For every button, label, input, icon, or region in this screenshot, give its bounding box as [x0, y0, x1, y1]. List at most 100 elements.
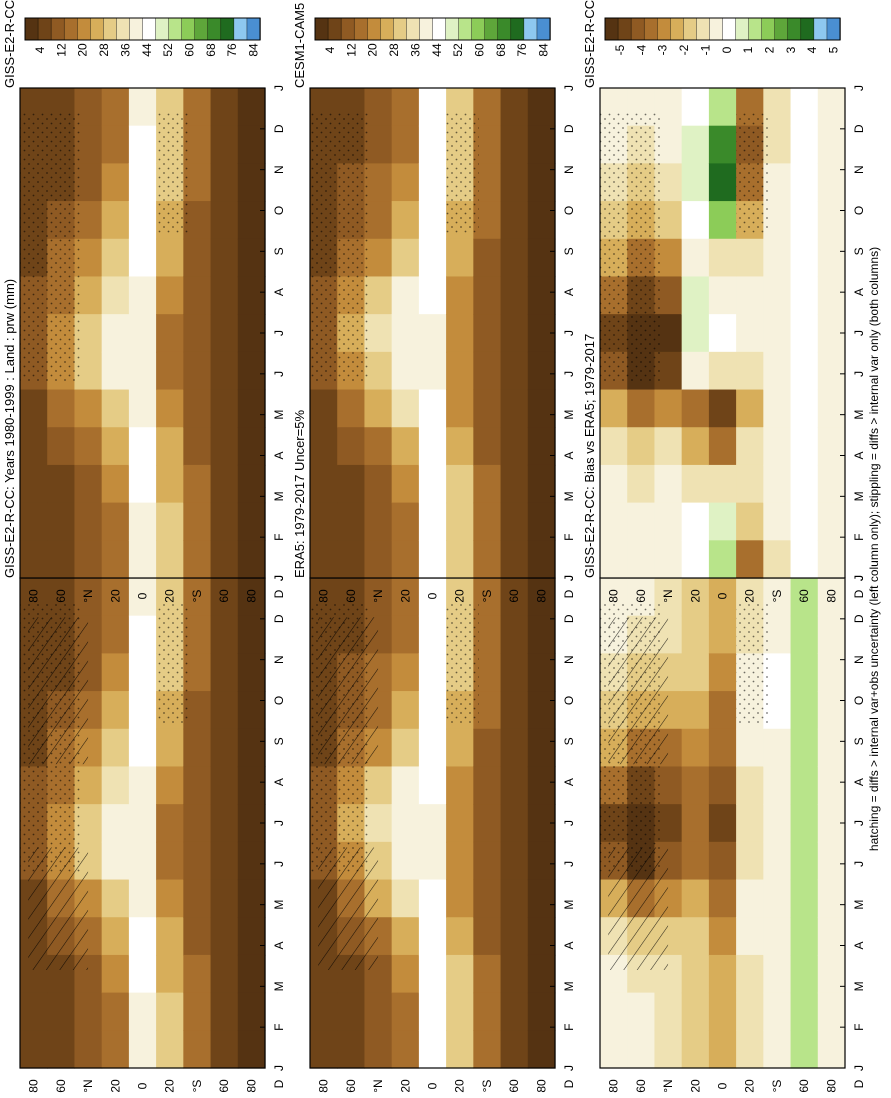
heatmap-cell: [391, 804, 420, 843]
heatmap-cell: [681, 615, 710, 654]
heatmap-cell: [708, 88, 737, 127]
lat-tick-label: 60: [507, 589, 521, 603]
month-tick-label: M: [852, 981, 866, 991]
heatmap-cell: [473, 502, 502, 541]
heatmap-cell: [500, 163, 529, 202]
heatmap-cell: [418, 653, 447, 692]
colorbar-tick-label: 2: [763, 46, 777, 53]
heatmap-cell: [500, 578, 529, 617]
heatmap-cell: [681, 88, 710, 127]
heatmap-cell: [600, 540, 628, 579]
heatmap-cell: [527, 427, 556, 466]
heatmap-cell: [708, 427, 737, 466]
heatmap-cell: [736, 804, 764, 843]
heatmap-cell: [527, 201, 556, 240]
heatmap-cell: [237, 1030, 266, 1069]
heatmap-cell: [391, 653, 420, 692]
heatmap-cell: [101, 841, 130, 881]
heatmap-cell: [527, 238, 556, 278]
heatmap-cell: [391, 728, 420, 768]
heatmap-cell: [364, 464, 393, 504]
heatmap-cell: [156, 389, 184, 428]
heatmap-cell: [736, 540, 764, 579]
lat-tick-label: °S: [190, 1080, 204, 1093]
heatmap-cell: [210, 691, 239, 730]
heatmap-cell: [527, 841, 556, 881]
corner-label: D: [272, 1079, 286, 1088]
lat-tick-label: 60: [634, 589, 648, 603]
colorbar-swatch: [800, 17, 815, 41]
heatmap-cell: [101, 163, 130, 202]
heatmap-cell: [74, 389, 103, 428]
heatmap-cell: [237, 728, 266, 768]
heatmap-cell: [310, 1030, 338, 1069]
heatmap-cell: [500, 502, 529, 541]
heatmap-panel-3: J F M A M J J A S O N D J D 80 60 °N 20 0 20 °S 60 80 ERA5: 197…: [292, 410, 576, 1093]
heatmap-cell: [391, 954, 420, 994]
heatmap-cell: [763, 238, 792, 278]
heatmap-cell: [47, 464, 76, 504]
month-tick-label: S: [272, 737, 286, 745]
heatmap-cell: [708, 1030, 737, 1069]
heatmap-cell: [790, 276, 819, 315]
heatmap-cell: [681, 201, 710, 240]
heatmap-cell: [817, 276, 846, 315]
heatmap-cell: [237, 992, 266, 1031]
month-tick-label: S: [562, 737, 576, 745]
heatmap-cell: [101, 653, 130, 692]
colorbar-tick-label: 20: [76, 43, 90, 57]
lat-tick-label: °N: [661, 589, 675, 602]
heatmap-cell: [763, 804, 792, 843]
stipple-overlay: [156, 112, 189, 235]
heatmap-cell: [473, 1030, 502, 1069]
heatmap-cell: [156, 804, 184, 843]
lat-tick-label: °N: [661, 1079, 675, 1092]
colorbar-swatch: [233, 17, 248, 41]
colorbar-tick-label: -3: [656, 44, 670, 55]
month-tick-label: M: [562, 491, 576, 501]
heatmap-cell: [210, 766, 239, 805]
month-tick-label: J: [272, 861, 286, 867]
heatmap-cell: [210, 954, 239, 994]
month-tick-label: J: [852, 861, 866, 867]
month-tick-label: O: [562, 696, 576, 705]
colorbar-swatch: [50, 17, 65, 41]
lat-tick-label: 20: [743, 589, 757, 603]
heatmap-cell: [418, 841, 447, 881]
colorbar-swatch: [220, 17, 235, 41]
heatmap-cell: [74, 540, 103, 579]
heatmap-cell: [446, 351, 474, 391]
month-tick-label: M: [272, 410, 286, 420]
heatmap-cell: [210, 879, 239, 918]
heatmap-cell: [817, 954, 846, 994]
heatmap-cell: [817, 691, 846, 730]
heatmap-cell: [627, 427, 656, 466]
heatmap-cell: [790, 917, 819, 956]
heatmap-cell: [500, 766, 529, 805]
colorbar-swatch: [696, 17, 711, 41]
heatmap-cell: [310, 502, 338, 541]
heatmap-cell: [156, 502, 184, 541]
heatmap-cell: [708, 841, 737, 881]
heatmap-cell: [500, 954, 529, 994]
colorbar-swatch: [683, 17, 698, 41]
heatmap-cell: [47, 389, 76, 428]
heatmap-cell: [418, 464, 447, 504]
heatmap-cell: [681, 954, 710, 994]
heatmap-cell: [736, 276, 764, 315]
heatmap-cell: [527, 766, 556, 805]
heatmap-cell: [681, 578, 710, 617]
lat-tick-label: °N: [371, 589, 385, 602]
heatmap-cell: [101, 427, 130, 466]
heatmap-cell: [101, 314, 130, 353]
lat-tick-label: 20: [163, 1079, 177, 1093]
month-tick-label: J: [272, 85, 286, 91]
month-tick-label: J: [852, 330, 866, 336]
heatmap-cell: [128, 201, 157, 240]
heatmap-cell: [128, 1030, 157, 1069]
heatmap-cell: [183, 464, 212, 504]
lat-tick-label: °S: [190, 590, 204, 603]
heatmap-cell: [527, 389, 556, 428]
month-tick-label: O: [852, 696, 866, 705]
heatmap-cell: [600, 464, 628, 504]
